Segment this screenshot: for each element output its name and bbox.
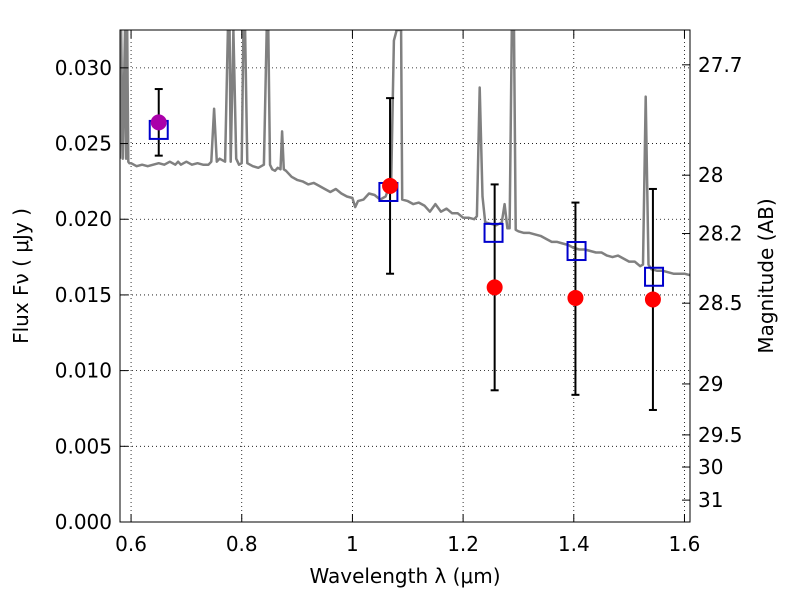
plot-frame xyxy=(119,29,691,523)
y2-tick-label: 28.5 xyxy=(698,291,743,315)
y2-tick-label: 29.5 xyxy=(698,423,743,447)
model-spectrum-line xyxy=(120,30,690,277)
y-tick-label: 0.015 xyxy=(55,283,112,307)
x-tick-label: 0.8 xyxy=(226,532,258,556)
x-tick-label: 0.6 xyxy=(115,532,147,556)
x-axis-label: Wavelength λ (μm) xyxy=(309,564,500,588)
y-axis-label: Flux Fν ( μJy ) xyxy=(9,208,33,344)
y2-tick-label: 31 xyxy=(698,488,723,512)
y2-tick-label: 27.7 xyxy=(698,53,743,77)
model-photometry-square xyxy=(644,266,665,287)
observed-flux-point xyxy=(150,114,167,131)
plot-background xyxy=(120,30,690,522)
x-tick-label: 1.4 xyxy=(558,532,590,556)
tick-labels: 0.6 0.8 1 1.2 1.4 1.6 0.000 0.005 0.010 0.015 0.02… xyxy=(55,53,743,556)
x-tick-label: 1 xyxy=(346,532,359,556)
x-tick-label: 1.6 xyxy=(669,532,701,556)
y-tick-label: 0.020 xyxy=(55,207,112,231)
y-tick-label: 0.000 xyxy=(55,510,112,534)
y-tick-label: 0.010 xyxy=(55,359,112,383)
y-tick-label: 0.005 xyxy=(55,434,112,458)
y-tick-label: 0.030 xyxy=(55,56,112,80)
observed-flux-point xyxy=(567,289,584,306)
observed-flux-point xyxy=(486,279,503,296)
y2-axis-label: Magnitude (AB) xyxy=(754,198,778,353)
spectrum-layer xyxy=(120,30,690,277)
points-layer xyxy=(148,88,665,411)
y2-tick-label: 29 xyxy=(698,372,723,396)
y2-tick-label: 28.2 xyxy=(698,222,743,246)
x-tick-label: 1.2 xyxy=(447,532,479,556)
y2-tick-label: 28 xyxy=(698,163,723,187)
observed-flux-point xyxy=(644,291,661,308)
y2-tick-label: 30 xyxy=(698,455,723,479)
model-photometry-square xyxy=(566,241,587,262)
observed-flux-point xyxy=(382,177,399,194)
model-photometry-square xyxy=(483,222,504,243)
y-tick-label: 0.025 xyxy=(55,132,112,156)
axis-ticks xyxy=(120,30,690,523)
